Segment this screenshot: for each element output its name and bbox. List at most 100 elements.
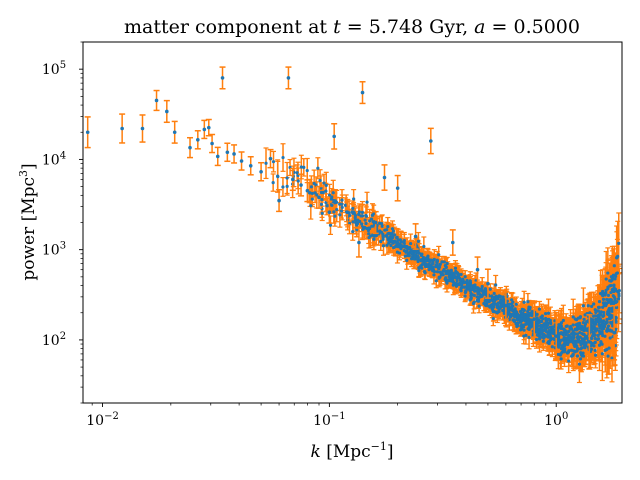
band-point [527, 335, 531, 339]
band-point [417, 269, 421, 273]
band-point [285, 184, 289, 188]
band-point [584, 344, 588, 348]
band-point [338, 213, 342, 217]
band-point [302, 165, 306, 169]
band-point [598, 291, 603, 296]
band-point [535, 312, 539, 317]
band-point [596, 333, 600, 338]
band-point [464, 289, 468, 293]
band-point [613, 297, 617, 301]
band-point [597, 343, 602, 347]
band-point [600, 352, 604, 356]
band-point [368, 219, 372, 223]
band-point [575, 354, 580, 358]
band-point [326, 204, 330, 208]
band-point [482, 301, 486, 306]
band-point [390, 227, 395, 231]
band-point [374, 233, 378, 238]
band-point [351, 206, 355, 211]
band-point [614, 274, 618, 278]
band-point [313, 191, 317, 195]
band-point [613, 277, 617, 281]
band-point [581, 304, 585, 308]
band-point [582, 317, 586, 321]
band-point [610, 356, 614, 360]
band-point [590, 328, 594, 332]
band-point [320, 197, 324, 202]
band-point [526, 300, 530, 304]
band-point [459, 272, 463, 277]
band-point [271, 180, 275, 185]
band-point [590, 304, 594, 308]
band-point [442, 260, 446, 264]
band-point [601, 297, 606, 301]
band-point [578, 357, 583, 361]
band-point [526, 309, 530, 314]
band-point [416, 239, 421, 244]
band-point [603, 322, 608, 326]
band-point [550, 345, 554, 349]
band-point [579, 343, 583, 347]
band-point [402, 239, 406, 243]
band-point [571, 315, 575, 319]
band-point [422, 244, 426, 249]
band-point [502, 311, 506, 315]
band-point [567, 340, 571, 344]
band-point [569, 354, 574, 358]
band-point [537, 307, 542, 311]
band-point [571, 323, 575, 327]
band-point [387, 231, 391, 235]
band-point [299, 165, 303, 169]
band-point [353, 218, 358, 222]
band-point [603, 348, 607, 352]
band-point [602, 310, 606, 315]
band-point [601, 289, 605, 294]
band-point [541, 339, 545, 343]
band-point [457, 273, 461, 277]
band-point [501, 295, 505, 299]
band-point [395, 235, 399, 239]
band-point [528, 307, 532, 311]
band-point [511, 300, 515, 304]
band-point [437, 253, 441, 257]
band-point [601, 305, 605, 309]
band-point [601, 294, 605, 298]
band-layer [263, 143, 622, 384]
band-point [305, 168, 309, 173]
band-point [402, 241, 406, 245]
band-point [387, 241, 391, 245]
band-point [514, 302, 518, 306]
band-point [340, 202, 344, 206]
band-point [463, 294, 467, 298]
band-point [319, 186, 323, 190]
band-point [522, 300, 526, 304]
band-point [364, 221, 368, 226]
band-point [556, 352, 560, 357]
band-point [321, 190, 325, 195]
band-point [455, 279, 459, 283]
band-point [515, 318, 519, 322]
band-point [454, 284, 459, 288]
band-point [566, 342, 570, 347]
band-point [609, 290, 613, 295]
band-point [385, 228, 389, 232]
band-point [604, 291, 608, 295]
band-point [515, 324, 519, 328]
band-point [561, 318, 565, 323]
band-point [389, 243, 393, 248]
band-point [537, 320, 542, 325]
chart-title: matter component at t = 5.748 Gyr, a = 0… [124, 16, 580, 38]
band-point [612, 264, 616, 268]
band-point [372, 237, 376, 241]
band-point [544, 312, 548, 316]
band-point [494, 302, 499, 306]
band-point [445, 281, 449, 285]
band-point [593, 340, 597, 344]
band-point [547, 332, 551, 336]
band-point [327, 193, 332, 197]
band-point [488, 287, 492, 291]
band-point [309, 204, 313, 208]
band-point [380, 224, 384, 228]
band-point [477, 304, 481, 308]
